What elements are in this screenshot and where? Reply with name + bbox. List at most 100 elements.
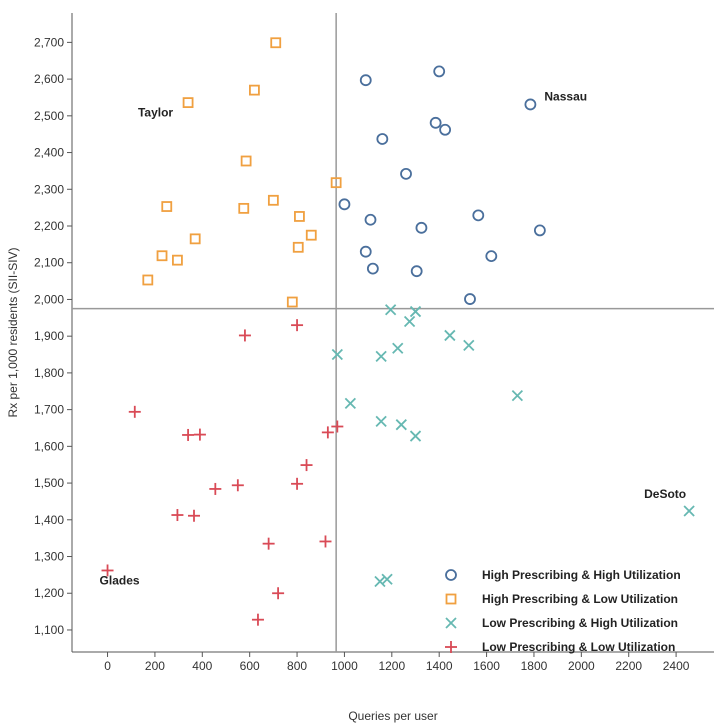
data-point-circle [524, 98, 537, 111]
annotation-label: Glades [100, 573, 140, 587]
legend-label: High Prescribing & Low Utilization [482, 592, 678, 606]
y-tick-label: 2,700 [34, 35, 64, 49]
data-point-square [267, 194, 279, 206]
y-tick-label: 1,900 [34, 329, 64, 343]
legend-label: Low Prescribing & Low Utilization [482, 640, 675, 654]
series-square [142, 37, 342, 308]
data-point-x [331, 348, 343, 361]
x-tick-label: 200 [145, 659, 165, 673]
legend: High Prescribing & High Utilization High … [445, 568, 681, 654]
legend-item: High Prescribing & High Utilization [445, 568, 681, 582]
data-point-plus [319, 535, 332, 548]
series-plus [101, 319, 344, 626]
y-tick-label: 2,000 [34, 292, 64, 306]
data-point-plus [331, 420, 344, 433]
x-tick-label: 1400 [426, 659, 453, 673]
y-axis-title: Rx per 1,000 residents (SII-SIV) [6, 247, 20, 417]
data-point-circle [429, 116, 442, 129]
x-tick-label: 2400 [663, 659, 690, 673]
data-point-x [392, 342, 404, 354]
data-point-x [463, 339, 475, 351]
x-tick-label: 400 [192, 659, 212, 673]
data-point-plus [300, 459, 313, 472]
y-tick-label: 1,300 [34, 550, 64, 564]
data-point-circle [359, 74, 372, 87]
data-point-x [384, 304, 397, 316]
data-point-plus [101, 564, 114, 577]
data-point-plus [291, 477, 304, 490]
data-point-circle [433, 65, 446, 78]
data-point-square [156, 250, 168, 262]
data-point-plus [128, 405, 141, 418]
series-circle [338, 65, 546, 305]
legend-marker-x [445, 617, 457, 629]
y-tick-label: 2,500 [34, 109, 64, 123]
annotations: Nassau Taylor DeSoto Glades [100, 89, 687, 587]
axes: 1,100 1,200 1,300 1,400 1,500 1,600 1,700 1,800… [34, 13, 714, 673]
x-tick-label: 1000 [331, 659, 358, 673]
y-tick-label: 1,400 [34, 513, 64, 527]
data-point-circle [376, 133, 389, 145]
y-tick-label: 2,400 [34, 146, 64, 160]
x-tick-label: 1200 [378, 659, 405, 673]
x-tick-label: 0 [104, 659, 111, 673]
y-tick-label: 1,600 [34, 439, 64, 453]
data-point-circle [472, 209, 485, 222]
y-tick-label: 2,300 [34, 182, 64, 196]
y-tick-label: 1,700 [34, 403, 64, 417]
annotation-label: DeSoto [644, 487, 686, 501]
x-tick-label: 1800 [521, 659, 548, 673]
data-point-square [172, 254, 183, 266]
data-point-circle [464, 293, 476, 305]
y-tick-label: 1,800 [34, 366, 64, 380]
x-tick-label: 2000 [568, 659, 595, 673]
data-point-circle [364, 213, 377, 226]
data-point-plus [231, 479, 244, 492]
series-x [331, 304, 695, 588]
data-point-circle [410, 265, 423, 278]
legend-item: Low Prescribing & High Utilization [445, 616, 678, 630]
data-point-square [161, 201, 173, 212]
x-tick-label: 1600 [473, 659, 500, 673]
y-tick-label: 1,200 [34, 586, 64, 600]
data-point-circle [533, 224, 546, 237]
data-point-x [683, 505, 695, 517]
legend-marker-plus [445, 641, 457, 653]
data-point-plus [182, 428, 195, 441]
data-point-plus [193, 428, 206, 441]
annotation-label: Taylor [138, 106, 173, 120]
data-point-square [330, 177, 342, 189]
data-point-x [375, 415, 387, 428]
data-point-plus [321, 426, 334, 439]
data-point-circle [359, 245, 372, 258]
legend-item: Low Prescribing & Low Utilization [445, 640, 675, 654]
x-tick-label: 800 [287, 659, 307, 673]
y-tick-label: 1,100 [34, 623, 64, 637]
y-tick-label: 2,200 [34, 219, 64, 233]
data-point-x [381, 573, 393, 585]
x-axis-title: Queries per user [348, 709, 437, 723]
data-point-plus [188, 509, 201, 522]
data-point-square [292, 241, 304, 253]
data-point-square [294, 211, 305, 222]
y-tick-label: 2,600 [34, 72, 64, 86]
data-point-circle [338, 198, 351, 211]
data-point-plus [262, 537, 275, 550]
data-point-plus [291, 319, 304, 332]
data-point-circle [485, 250, 498, 263]
data-point-plus [238, 329, 251, 342]
data-point-square [249, 84, 260, 96]
data-point-square [305, 229, 317, 241]
data-point-x [409, 305, 422, 318]
data-point-circle [400, 167, 412, 180]
x-tick-label: 2200 [615, 659, 642, 673]
data-point-square [142, 274, 154, 286]
data-point-circle [366, 262, 379, 275]
data-point-x [444, 329, 456, 342]
data-point-plus [209, 482, 222, 495]
data-point-square [182, 97, 194, 109]
data-point-x [374, 575, 386, 588]
y-tick-label: 2,100 [34, 256, 64, 270]
legend-item: High Prescribing & Low Utilization [445, 592, 678, 606]
